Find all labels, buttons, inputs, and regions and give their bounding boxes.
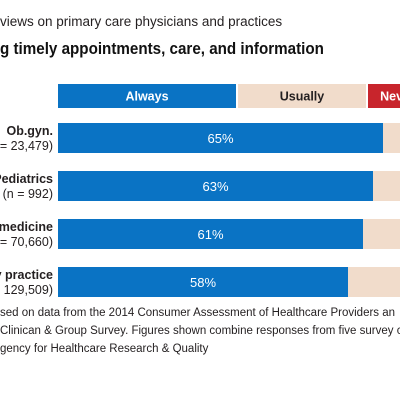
category-n-label-1: = 23,479) <box>0 139 53 153</box>
bar-1-1 <box>58 123 383 153</box>
legend-label-1: Always <box>125 90 168 104</box>
bar-1-4 <box>58 267 348 297</box>
bar-1-3 <box>58 219 363 249</box>
footnote-line-2: Clinican & Group Survey. Figures shown c… <box>0 325 400 337</box>
legend-swatch-3 <box>368 84 400 108</box>
bar-2-2 <box>373 171 400 201</box>
bar-2-4 <box>348 267 400 297</box>
legend-swatch-1 <box>58 84 236 108</box>
stacked-bar-chart: Always Usually Never + somet Ob.gyn.= 23,47… <box>0 84 400 297</box>
bar-label-1-1: 65% <box>207 131 233 146</box>
bar-1-2 <box>58 171 373 201</box>
legend-label-3: Never + somet <box>380 90 400 104</box>
category-label-3: l medicine <box>0 220 53 234</box>
bar-label-1-3: 61% <box>197 227 223 242</box>
bar-label-1-4: 58% <box>190 275 216 290</box>
legend-label-2: Usually <box>280 90 325 104</box>
category-n-label-3: = 70,660) <box>0 235 53 249</box>
legend-swatch-2 <box>238 84 366 108</box>
bar-2-1 <box>383 123 400 153</box>
footnote-line-3: gency for Healthcare Research & Quality <box>0 343 209 355</box>
category-label-1: Ob.gyn. <box>6 124 53 138</box>
chart-subtitle: views on primary care physicians and pra… <box>0 14 283 29</box>
footnote-line-1: sed on data from the 2014 Consumer Asses… <box>0 307 396 319</box>
category-n-label-2: (n = 992) <box>3 187 53 201</box>
category-label-4: y practice <box>0 268 53 282</box>
category-label-2: Pediatrics <box>0 172 53 186</box>
chart-title: g timely appointments, care, and informa… <box>0 40 324 58</box>
category-n-label-4: 129,509) <box>4 283 53 297</box>
bar-label-1-2: 63% <box>202 179 228 194</box>
bar-2-3 <box>363 219 400 249</box>
